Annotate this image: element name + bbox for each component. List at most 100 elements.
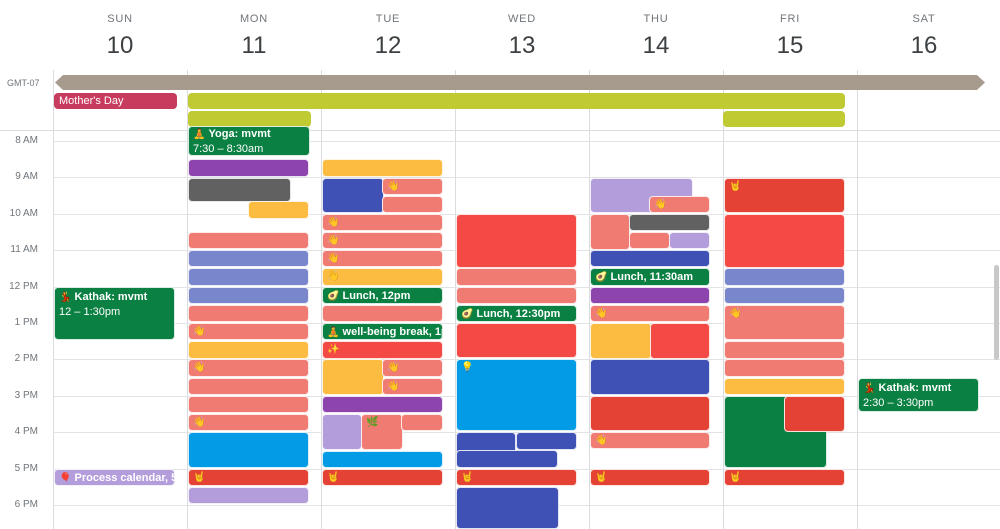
event[interactable] xyxy=(629,214,710,231)
event[interactable] xyxy=(188,268,309,286)
hour-label: 4 PM xyxy=(14,426,38,437)
allday-event[interactable] xyxy=(723,111,845,127)
event[interactable]: ✨ xyxy=(322,341,443,359)
event[interactable] xyxy=(784,396,845,432)
event[interactable]: 👋 xyxy=(649,196,710,213)
event[interactable] xyxy=(188,287,309,304)
event[interactable] xyxy=(590,214,630,250)
event[interactable] xyxy=(456,487,559,529)
event[interactable] xyxy=(590,250,710,267)
event[interactable] xyxy=(188,159,309,177)
event[interactable] xyxy=(401,414,443,431)
day-header-thu[interactable]: THU 14 xyxy=(589,0,723,70)
event-lunch[interactable]: 🥑 Lunch, 12pm xyxy=(322,287,443,304)
event[interactable] xyxy=(322,451,443,468)
event[interactable] xyxy=(188,396,309,413)
event[interactable] xyxy=(724,214,845,268)
event[interactable]: 🤘 xyxy=(724,178,845,213)
event[interactable] xyxy=(590,287,710,304)
event[interactable] xyxy=(724,268,845,286)
event[interactable]: 👋 xyxy=(382,378,443,395)
day-number[interactable]: 12 xyxy=(374,32,402,59)
event[interactable]: 👋 xyxy=(590,432,710,449)
event[interactable] xyxy=(322,178,384,213)
event[interactable] xyxy=(188,232,309,249)
day-header-mon[interactable]: MON 11 xyxy=(187,0,321,70)
event[interactable] xyxy=(188,178,291,202)
event[interactable] xyxy=(188,487,309,504)
event[interactable]: 👋 xyxy=(724,305,845,340)
event[interactable] xyxy=(669,232,710,249)
day-number[interactable]: 15 xyxy=(776,32,804,59)
day-header-wed[interactable]: WED 13 xyxy=(455,0,589,70)
event[interactable]: 🤘 xyxy=(456,469,577,486)
day-number[interactable]: 11 xyxy=(241,32,267,59)
event[interactable] xyxy=(650,323,710,359)
event-process-calendar[interactable]: 🎈 Process calendar, 5p xyxy=(54,469,175,486)
event[interactable] xyxy=(456,214,577,268)
event-lunch[interactable]: 🥑 Lunch, 11:30am xyxy=(590,268,710,286)
event[interactable] xyxy=(590,359,710,395)
event[interactable] xyxy=(382,196,443,213)
event[interactable]: 🌿 xyxy=(361,414,403,450)
event[interactable] xyxy=(456,287,577,304)
dancer-icon: 💃 xyxy=(863,383,876,394)
day-number[interactable]: 14 xyxy=(642,32,670,59)
allday-event-mothers-day[interactable]: Mother's Day xyxy=(54,93,177,109)
event[interactable] xyxy=(322,396,443,413)
event[interactable]: 🤘 xyxy=(724,469,845,486)
event[interactable] xyxy=(456,450,558,468)
event[interactable]: 🤘 xyxy=(322,469,443,486)
event[interactable]: 👋 xyxy=(590,305,710,322)
event[interactable]: 🤘 xyxy=(188,469,309,486)
day-header-sat[interactable]: SAT 16 xyxy=(857,0,991,70)
event[interactable] xyxy=(188,432,309,468)
event[interactable] xyxy=(590,396,710,431)
event[interactable] xyxy=(724,378,845,395)
event[interactable] xyxy=(629,232,670,249)
event[interactable]: 👋 xyxy=(382,359,443,377)
multi-day-banner[interactable] xyxy=(55,75,985,90)
event[interactable]: 💡 xyxy=(456,359,577,431)
event[interactable]: 👋 xyxy=(322,250,443,267)
event[interactable] xyxy=(248,201,309,219)
day-number[interactable]: 13 xyxy=(508,32,536,59)
event[interactable]: 👋 xyxy=(188,359,309,377)
event[interactable] xyxy=(188,378,309,395)
event-kathak[interactable]: 💃 Kathak: mvmt 2:30 – 3:30pm xyxy=(858,378,979,412)
day-header-sun[interactable]: SUN 10 xyxy=(53,0,187,70)
day-header-tue[interactable]: TUE 12 xyxy=(321,0,455,70)
event[interactable]: 🤘 xyxy=(590,469,710,486)
event[interactable] xyxy=(724,341,845,359)
scrollbar[interactable] xyxy=(994,265,999,360)
event[interactable] xyxy=(516,432,577,450)
event[interactable] xyxy=(590,323,652,359)
allday-event[interactable] xyxy=(188,111,311,127)
event[interactable] xyxy=(724,359,845,377)
event[interactable] xyxy=(322,414,362,450)
event-kathak[interactable]: 💃 Kathak: mvmt 12 – 1:30pm xyxy=(54,287,175,340)
event[interactable] xyxy=(322,305,443,322)
event[interactable]: 👋 xyxy=(322,214,443,231)
event[interactable]: 👋 xyxy=(188,414,309,431)
event-yoga[interactable]: 🧘 Yoga: mvmt 7:30 – 8:30am xyxy=(188,126,310,156)
event[interactable] xyxy=(322,159,443,177)
rock-hand-icon: 🤘 xyxy=(595,472,608,483)
event[interactable] xyxy=(456,323,577,358)
event-lunch[interactable]: 🥑 Lunch, 12:30pm xyxy=(456,305,577,322)
event[interactable] xyxy=(724,287,845,304)
day-number[interactable]: 10 xyxy=(106,32,134,59)
event[interactable] xyxy=(188,341,309,359)
event[interactable] xyxy=(456,268,577,286)
event[interactable] xyxy=(188,250,309,267)
event[interactable]: 👋 xyxy=(188,323,309,340)
event[interactable]: 👋 xyxy=(322,232,443,249)
allday-event[interactable] xyxy=(188,93,845,109)
event[interactable] xyxy=(188,305,309,322)
event[interactable]: 👋 xyxy=(322,268,443,286)
event-wellbeing-break[interactable]: 🧘 well-being break, 1pm xyxy=(322,323,443,340)
event[interactable] xyxy=(322,359,384,395)
event[interactable]: 👋 xyxy=(382,178,443,195)
day-header-fri[interactable]: FRI 15 xyxy=(723,0,857,70)
day-number[interactable]: 16 xyxy=(910,32,938,59)
